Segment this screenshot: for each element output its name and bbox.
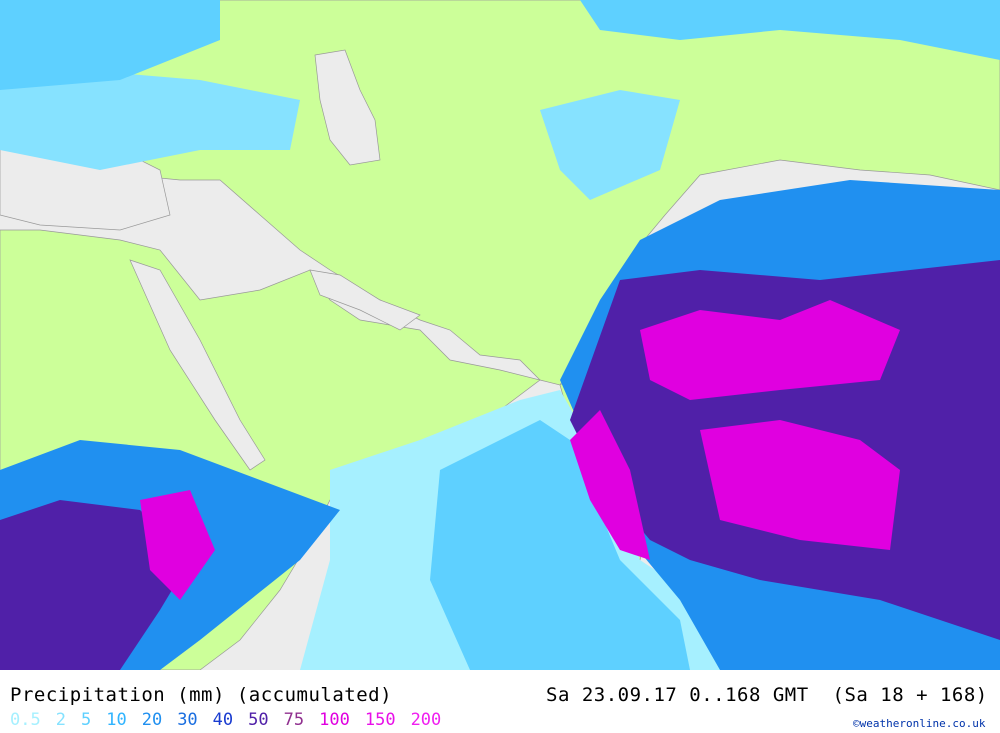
credit-link[interactable]: ©weatheronline.co.uk xyxy=(853,717,986,730)
persian-gulf xyxy=(309,269,421,331)
scale-item: 0.5 xyxy=(10,710,41,730)
rain-bay-of-bengal-magenta xyxy=(700,420,900,550)
legend-title: Precipitation (mm) (accumulated) xyxy=(10,684,393,706)
rain-east-africa-purple xyxy=(0,500,190,670)
scale-item: 200 xyxy=(410,710,442,730)
scale-item: 30 xyxy=(177,710,198,730)
scale-item: 5 xyxy=(80,710,92,730)
red-sea xyxy=(129,259,266,471)
scale-item: 2 xyxy=(55,710,66,730)
scale-item: 100 xyxy=(319,710,350,730)
rain-north-band xyxy=(580,0,1000,60)
scale-item: 40 xyxy=(212,710,234,730)
precipitation-map xyxy=(0,0,1000,670)
precipitation-areas xyxy=(0,0,1000,670)
rain-east-africa-magenta xyxy=(140,490,215,600)
scale-item: 10 xyxy=(106,710,127,730)
rain-northeast-magenta xyxy=(640,300,900,400)
scale-item: 75 xyxy=(283,710,305,730)
scale-item: 50 xyxy=(248,710,269,730)
rain-europe-nw xyxy=(0,0,220,90)
legend: Precipitation (mm) (accumulated) 0.5 2 5… xyxy=(0,670,1000,733)
color-scale: 0.5 2 5 10 20 30 40 50 75 100 150 200 xyxy=(10,710,441,730)
rain-central-asia xyxy=(540,90,680,200)
scale-item: 20 xyxy=(141,710,163,730)
rain-india-west-coast xyxy=(570,410,650,560)
forecast-date-range: Sa 23.09.17 0..168 GMT (Sa 18 + 168) xyxy=(546,684,988,706)
scale-item: 150 xyxy=(364,710,396,730)
rain-black-sea xyxy=(0,60,300,170)
rain-arabian-sea-mid xyxy=(430,420,690,670)
caspian-sea xyxy=(314,49,381,166)
